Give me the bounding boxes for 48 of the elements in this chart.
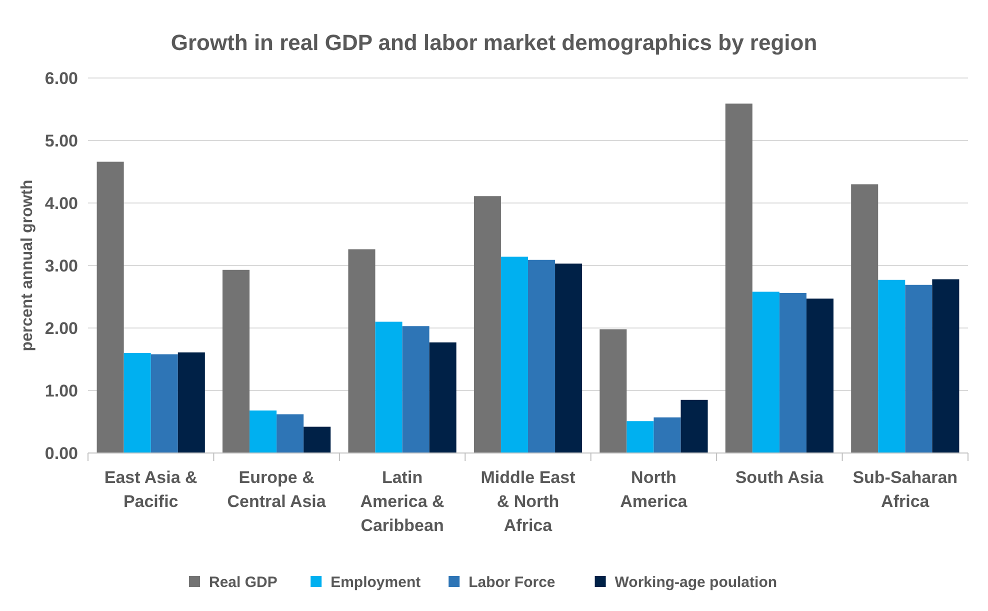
- bar: [348, 249, 376, 453]
- bar: [851, 184, 878, 453]
- bar: [654, 417, 681, 453]
- bar: [752, 292, 780, 453]
- bar: [124, 353, 151, 453]
- bar: [304, 426, 331, 453]
- bar: [402, 326, 430, 453]
- x-tick-label: Sub-Saharan Africa: [852, 468, 958, 511]
- bar: [779, 293, 806, 453]
- bar: [150, 354, 178, 453]
- y-tick-label: 2.00: [44, 318, 78, 338]
- bar: [178, 352, 205, 453]
- x-tick-label: East Asia & Pacific: [104, 468, 198, 511]
- bar: [222, 270, 250, 453]
- y-tick-label: 0.00: [44, 444, 78, 463]
- x-tick-label: Europe & Central Asia: [227, 468, 326, 511]
- y-tick-label: 4.00: [44, 194, 78, 213]
- y-tick-label: 5.00: [44, 131, 78, 150]
- y-tick-label: 3.00: [44, 256, 78, 276]
- bar: [96, 162, 124, 453]
- chart-title: Growth in real GDP and labor market demographics by region: [170, 30, 818, 55]
- bar: [528, 260, 556, 453]
- bar: [932, 279, 960, 453]
- bar: [555, 264, 582, 453]
- legend-label: Real GDP: [209, 574, 278, 591]
- x-tick-label: Middle East & North Africa: [480, 468, 576, 535]
- y-tick-label: 6.00: [44, 68, 78, 88]
- bar: [600, 329, 627, 453]
- legend-label: Working-age poulation: [614, 574, 778, 591]
- bar: [806, 298, 834, 453]
- bar: [429, 342, 456, 453]
- bar: [375, 322, 402, 453]
- bar: [626, 421, 654, 453]
- legend-label: Employment: [330, 574, 421, 591]
- bar: [878, 280, 906, 453]
- bar: [725, 104, 752, 453]
- bar: [474, 196, 501, 453]
- y-tick-label: 1.00: [44, 381, 78, 400]
- x-tick-label: South Asia: [735, 468, 824, 487]
- bar: [500, 256, 528, 453]
- bar: [905, 284, 932, 453]
- y-axis-title: percent annual growth: [19, 180, 36, 352]
- x-tick-label: North America: [620, 468, 688, 511]
- legend-label: Labor Force: [468, 574, 556, 591]
- bar: [276, 414, 304, 453]
- bar: [250, 410, 277, 453]
- bar: [680, 400, 708, 453]
- x-tick-label: Latin America & Caribbean: [360, 468, 444, 535]
